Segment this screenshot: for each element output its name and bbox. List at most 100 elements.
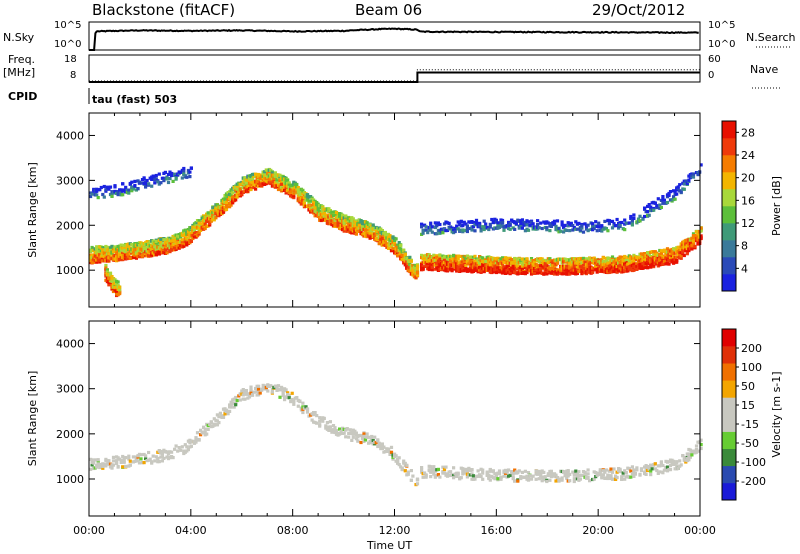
power-colorbar-swatch — [722, 223, 736, 241]
power-cell — [456, 220, 460, 224]
velocity-cell — [151, 454, 155, 458]
velocity-cell — [478, 473, 482, 477]
power-cell — [661, 262, 665, 266]
velocity-cell — [438, 475, 442, 479]
power-cell — [336, 224, 340, 228]
velocity-cell — [318, 424, 322, 428]
velocity-cell — [286, 391, 290, 395]
velocity-cell — [391, 457, 395, 461]
power-cell — [116, 193, 120, 197]
power-cell — [465, 229, 469, 234]
power-cell — [597, 262, 601, 266]
power-cell — [163, 248, 167, 252]
power-cell — [163, 170, 167, 174]
power-cell — [525, 223, 529, 227]
power-cell — [641, 216, 645, 220]
power-cell — [471, 220, 476, 225]
power-cell — [154, 177, 158, 181]
power-cell — [102, 251, 106, 256]
velocity-cell — [250, 393, 255, 397]
power-cell — [197, 230, 201, 234]
power-cell — [102, 250, 106, 254]
power-cell — [679, 254, 683, 258]
power-cell — [95, 245, 99, 249]
power-cell — [302, 201, 306, 205]
power-cell — [153, 181, 157, 185]
power-cell — [367, 234, 371, 238]
power-cell — [197, 219, 201, 223]
power-cell — [354, 232, 358, 236]
power-cell — [673, 190, 677, 194]
power-cell — [491, 220, 495, 224]
power-cell — [110, 275, 114, 279]
velocity-cell — [232, 397, 236, 401]
power-cell — [368, 231, 372, 235]
power-cell — [581, 256, 586, 260]
power-cell — [124, 250, 128, 254]
power-cell — [145, 240, 149, 244]
power-cell — [162, 238, 166, 242]
power-cell — [583, 259, 587, 263]
velocity-cell — [339, 429, 343, 433]
velocity-cell — [322, 416, 326, 420]
power-cell — [569, 262, 573, 266]
power-cell — [604, 227, 608, 231]
velocity-cell — [374, 441, 378, 445]
power-cell — [652, 258, 656, 262]
power-cell — [137, 180, 142, 184]
velocity-cell — [101, 466, 105, 470]
power-cell — [581, 263, 586, 268]
power-cell — [542, 272, 546, 276]
velocity-cell — [177, 446, 181, 450]
velocity-cell — [526, 476, 531, 480]
power-cell — [638, 214, 642, 218]
velocity-cell — [345, 427, 349, 431]
velocity-cell — [394, 454, 398, 458]
power-cell — [455, 259, 459, 263]
power-cell — [478, 224, 482, 228]
power-cell — [102, 248, 106, 252]
power-colorbar-label: Power [dB] — [770, 176, 783, 236]
power-cell — [568, 258, 572, 262]
power-cell — [516, 264, 520, 268]
velocity-cell — [494, 475, 498, 479]
power-cell — [517, 257, 521, 261]
power-cell — [462, 269, 466, 273]
power-cell — [513, 227, 517, 231]
velocity-cell — [499, 475, 503, 479]
velocity-cell — [115, 461, 119, 465]
power-cell — [624, 221, 628, 225]
power-cell — [244, 181, 248, 185]
power-cell — [131, 255, 135, 259]
power-cell — [549, 268, 553, 272]
power-cell — [362, 222, 366, 226]
power-cell — [296, 186, 300, 190]
velocity-cell — [96, 458, 100, 462]
power-cell — [665, 247, 670, 251]
power-cell — [421, 265, 425, 269]
velocity-cell — [540, 469, 544, 473]
power-cell — [447, 221, 451, 225]
power-cell — [488, 222, 492, 226]
power-cell — [656, 197, 660, 201]
power-cell — [185, 175, 189, 179]
velocity-cell — [189, 444, 193, 448]
power-cell — [539, 221, 543, 225]
velocity-cell — [121, 465, 125, 469]
power-cell — [525, 270, 529, 275]
power-cell — [462, 220, 466, 224]
power-cell — [301, 189, 305, 193]
power-cell — [597, 221, 601, 225]
power-cell — [467, 226, 471, 231]
velocity-cell — [406, 472, 410, 476]
velocity-cell — [411, 474, 415, 478]
power-cell — [624, 265, 628, 270]
power-cell — [675, 258, 679, 262]
power-cell — [679, 190, 683, 194]
velocity-cell — [409, 469, 413, 473]
velocity-cell — [452, 466, 456, 470]
power-cell — [679, 247, 683, 251]
velocity-cell — [212, 423, 216, 427]
power-cell — [568, 272, 572, 276]
velocity-cell — [519, 475, 523, 479]
